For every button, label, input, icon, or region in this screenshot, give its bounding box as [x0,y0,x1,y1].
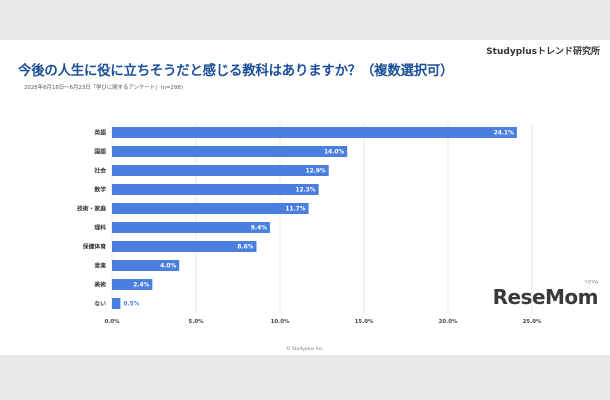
brand-name: Studyplusトレンド研究所 [486,47,600,57]
bar-chart: 0.0% 5.0% 10.0% 15.0% 20.0% 25.0% 英語 24.1% 国語 14.… [77,123,542,325]
bar [112,184,319,195]
chart-slide: Studyplusトレンド研究所 今後の人生に役に立ちそうだと感じる教科はありま… [0,40,610,355]
x-tick-label: 10.0% [271,319,290,325]
x-tick-label: 20.0% [439,319,458,325]
value-label: 2.4% [133,283,149,289]
bar [112,260,180,271]
value-label: 8.6% [237,245,253,251]
chart-title: 今後の人生に役に立ちそうだと感じる教科はありますか？（複数選択可） [18,64,454,79]
value-label: 24.1% [494,131,514,137]
category-label: 英語 [94,129,106,137]
x-tick-label: 25.0% [523,319,542,325]
bar [112,241,257,252]
category-label: 保健体育 [82,243,106,251]
bar [112,279,153,290]
bar [112,298,121,309]
value-label: 0.5% [123,302,139,308]
value-label: 14.0% [324,150,344,156]
value-label: 11.7% [285,207,305,213]
logo-furigana: リセマム [584,279,599,284]
copyright-footer: © Studyplus Inc. [286,347,324,352]
category-label: 技術・家庭 [77,205,106,213]
bar [112,146,348,157]
category-label: 美術 [94,281,106,289]
category-label: 理科 [94,224,106,232]
category-label: ない [94,301,106,308]
bar [112,165,329,176]
chart-subtitle: 2025年6月16日～6月23日「学びに関するアンケート」(n=298) [24,85,183,91]
bar [112,127,517,138]
value-label: 12.3% [296,188,316,194]
category-label: 数学 [94,186,106,194]
bar [112,203,309,214]
x-tick-label: 15.0% [355,319,374,325]
value-label: 9.4% [251,226,267,232]
category-label: 音楽 [94,262,106,270]
category-label: 社会 [93,167,106,175]
x-tick-label: 5.0% [189,319,205,325]
value-label: 4.0% [160,264,176,270]
value-label: 12.9% [306,169,326,175]
category-label: 国語 [94,148,106,156]
resemom-logo: リセマム ReseMom [492,279,599,309]
x-tick-label: 0.0% [105,319,121,325]
bar [112,222,270,233]
logo-text: ReseMom [492,285,599,309]
